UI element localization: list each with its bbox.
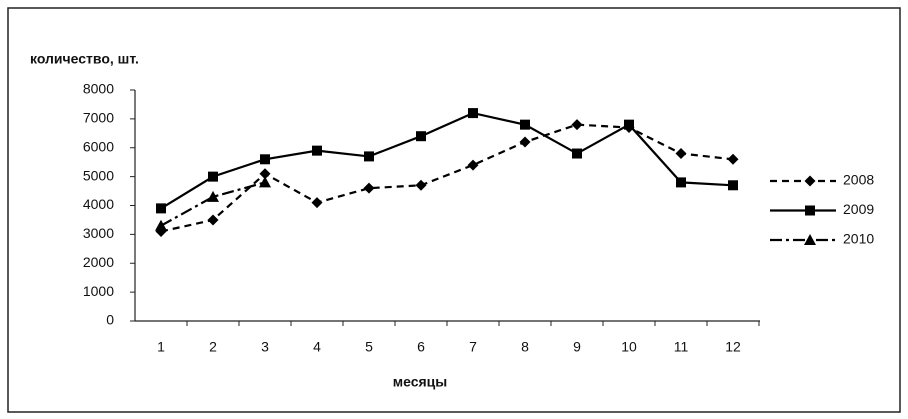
y-tick-label: 8000 <box>83 81 114 97</box>
legend-marker <box>804 234 816 245</box>
x-tick-label: 12 <box>725 339 741 355</box>
legend-label: 2009 <box>843 201 874 217</box>
x-axis-label: месяцы <box>393 374 447 390</box>
marker <box>156 203 166 214</box>
y-tick-label: 5000 <box>83 167 114 183</box>
x-tick-label: 8 <box>521 339 529 355</box>
marker <box>675 148 687 160</box>
legend-label: 2010 <box>843 231 874 247</box>
x-tick-label: 9 <box>573 339 581 355</box>
y-tick-label: 1000 <box>83 283 114 299</box>
marker <box>311 197 323 209</box>
y-tick-label: 3000 <box>83 225 114 241</box>
x-tick-label: 4 <box>313 339 321 355</box>
marker <box>312 145 322 156</box>
line-series <box>160 181 266 227</box>
x-tick-label: 2 <box>209 339 217 355</box>
y-tick-label: 7000 <box>83 110 114 126</box>
line-series <box>160 123 734 233</box>
marker <box>727 153 739 165</box>
marker <box>572 148 582 159</box>
x-tick-label: 6 <box>417 339 425 355</box>
marker <box>155 219 167 231</box>
marker <box>208 171 218 182</box>
marker <box>467 159 479 171</box>
marker <box>728 180 738 191</box>
x-tick-label: 10 <box>621 339 637 355</box>
y-tick-label: 0 <box>106 312 114 328</box>
y-tick-label: 4000 <box>83 196 114 212</box>
frame <box>7 7 901 413</box>
marker <box>207 214 219 226</box>
marker <box>624 119 634 130</box>
y-tick-label: 2000 <box>83 254 114 270</box>
marker <box>676 177 686 188</box>
marker <box>260 154 270 165</box>
marker <box>416 131 426 142</box>
marker <box>571 119 583 131</box>
marker <box>520 119 530 130</box>
x-tick-label: 1 <box>157 339 165 355</box>
y-axis-label: количество, шт. <box>30 51 139 67</box>
marker <box>415 179 427 191</box>
marker <box>364 151 374 162</box>
y-tick-label: 6000 <box>83 138 114 154</box>
x-tick-label: 11 <box>674 339 689 355</box>
legend-marker <box>805 205 815 216</box>
marker <box>207 190 219 202</box>
x-tick-label: 3 <box>261 339 269 355</box>
legend-label: 2008 <box>843 172 874 188</box>
x-tick-label: 7 <box>469 339 477 355</box>
legend-marker <box>804 175 816 187</box>
marker <box>468 108 478 119</box>
x-tick-label: 5 <box>365 339 373 355</box>
line-series <box>160 111 734 210</box>
marker <box>259 176 271 188</box>
marker <box>519 136 531 148</box>
marker <box>363 182 375 194</box>
marker <box>259 168 271 180</box>
